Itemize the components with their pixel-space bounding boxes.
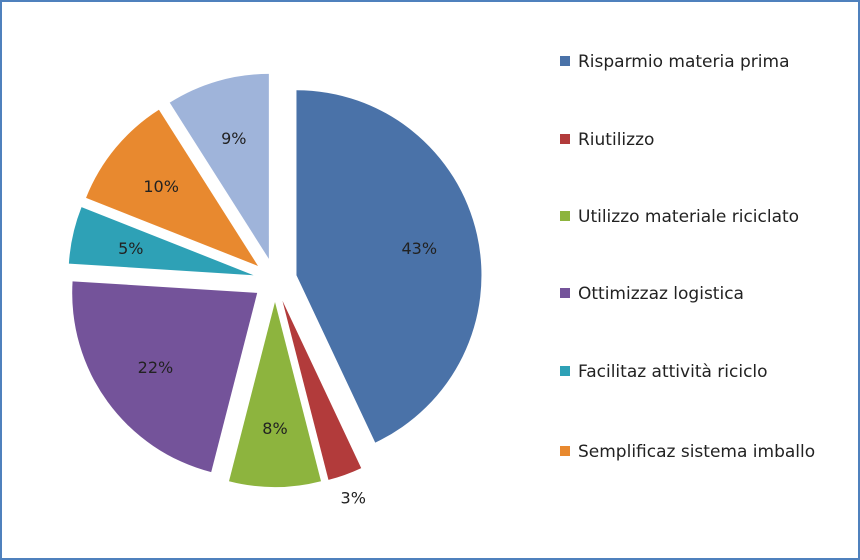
legend-label: Semplificaz sistema imballo — [578, 442, 816, 462]
pie-slice-4 — [68, 207, 254, 276]
legend-item-4: Facilitaz attività riciclo — [560, 358, 850, 386]
pie-slice-3 — [72, 281, 258, 473]
slice-label-5: 10% — [143, 177, 179, 196]
legend-item-2: Utilizzo materiale riciclato — [560, 203, 850, 231]
legend-item-1: Riutilizzo — [560, 126, 850, 154]
slice-label-1: 3% — [341, 488, 366, 507]
legend-item-0: Risparmio materia prima — [560, 48, 850, 76]
pie-slice-1 — [282, 300, 362, 480]
legend-swatch — [560, 446, 570, 456]
legend-swatch — [560, 56, 570, 66]
slice-label-4: 5% — [118, 239, 143, 258]
legend-swatch — [560, 366, 570, 376]
legend-label: Ottimizzaz logistica — [578, 284, 744, 304]
pie-slice-2 — [228, 302, 322, 488]
legend-swatch — [560, 211, 570, 221]
legend-item-3: Ottimizzaz logistica — [560, 280, 850, 308]
slice-label-6: 9% — [221, 129, 246, 148]
legend-label: Utilizzo materiale riciclato — [578, 207, 800, 227]
legend-label: Facilitaz attività riciclo — [578, 362, 768, 382]
legend-label: Risparmio materia prima — [578, 52, 790, 72]
pie-slice-6 — [169, 73, 269, 259]
legend-swatch — [560, 288, 570, 298]
slice-label-2: 8% — [262, 419, 287, 438]
legend-item-5: Semplificaz sistema imballo — [560, 438, 850, 466]
slice-label-0: 43% — [401, 239, 437, 258]
pie-slice-0 — [296, 90, 482, 443]
pie-slice-5 — [86, 109, 259, 266]
legend-swatch — [560, 134, 570, 144]
slice-label-3: 22% — [138, 358, 174, 377]
legend-label: Riutilizzo — [578, 130, 655, 150]
